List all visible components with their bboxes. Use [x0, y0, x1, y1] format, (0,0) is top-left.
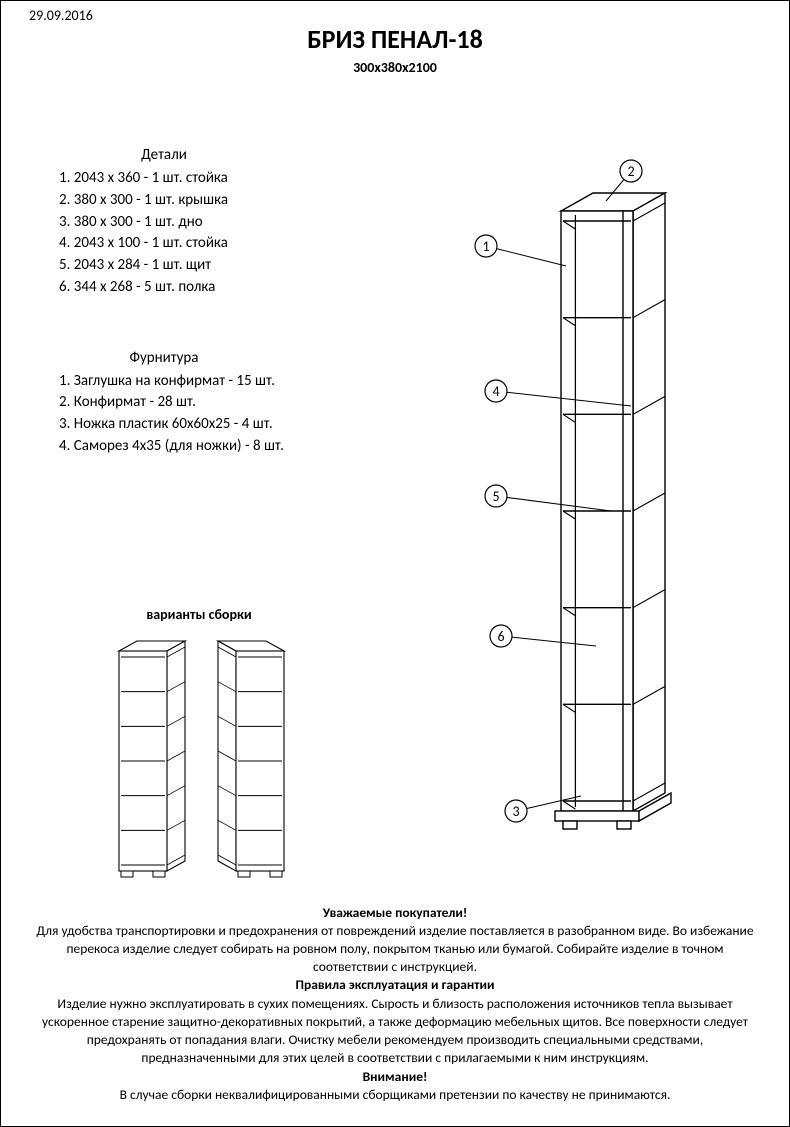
assembly-variants-diagram — [109, 636, 299, 886]
text-column: Детали 1. 2043 х 360 - 1 шт. стойка2. 38… — [59, 146, 379, 488]
svg-text:4: 4 — [492, 383, 499, 400]
hardware-list-item: 4. Саморез 4х35 (для ножки) - 8 шт. — [59, 436, 379, 458]
parts-list-item: 2. 380 х 300 - 1 шт. крышка — [59, 190, 379, 212]
hardware-list-item: 2. Конфирмат - 28 шт. — [59, 392, 379, 414]
footer-p1: Для удобства транспортировки и предохран… — [29, 922, 761, 977]
content-area: Детали 1. 2043 х 360 - 1 шт. стойка2. 38… — [29, 76, 761, 866]
footer-text: Уважаемые покупатели! Для удобства транс… — [29, 904, 761, 1104]
product-dimensions: 300х380х2100 — [29, 59, 761, 76]
footer-p2: Изделие нужно эксплуатировать в сухих по… — [29, 995, 761, 1068]
assembly-variants-label: варианты сборки — [89, 606, 309, 623]
footer-rules-heading: Правила эксплуатация и гарантии — [29, 976, 761, 994]
footer-p3: В случае сборки неквалифицированными сбо… — [29, 1086, 761, 1104]
parts-list-item: 6. 344 х 268 - 5 шт. полка — [59, 277, 379, 299]
hardware-list: 1. Заглушка на конфирмат - 15 шт.2. Конф… — [59, 371, 379, 458]
hardware-list-item: 1. Заглушка на конфирмат - 15 шт. — [59, 371, 379, 393]
svg-text:2: 2 — [627, 163, 634, 180]
footer-greeting: Уважаемые покупатели! — [29, 904, 761, 922]
main-shelf-diagram: 1 2 3 4 5 6 — [441, 156, 741, 876]
svg-text:5: 5 — [492, 488, 499, 505]
product-title: БРИЗ ПЕНАЛ-18 — [29, 23, 761, 55]
instruction-page: 29.09.2016 БРИЗ ПЕНАЛ-18 300х380х2100 Де… — [0, 0, 790, 1127]
parts-list-item: 5. 2043 х 284 - 1 шт. щит — [59, 255, 379, 277]
footer-warn-heading: Внимание! — [29, 1068, 761, 1086]
svg-text:3: 3 — [512, 803, 519, 820]
hardware-heading: Фурнитура — [59, 349, 269, 367]
parts-list-item: 3. 380 х 300 - 1 шт. дно — [59, 212, 379, 234]
parts-list-item: 4. 2043 х 100 - 1 шт. стойка — [59, 233, 379, 255]
hardware-list-item: 3. Ножка пластик 60х60х25 - 4 шт. — [59, 414, 379, 436]
parts-list: 1. 2043 х 360 - 1 шт. стойка2. 380 х 300… — [59, 168, 379, 299]
parts-list-item: 1. 2043 х 360 - 1 шт. стойка — [59, 168, 379, 190]
svg-text:6: 6 — [497, 628, 504, 645]
date-text: 29.09.2016 — [29, 7, 93, 24]
svg-text:1: 1 — [482, 238, 489, 255]
parts-heading: Детали — [59, 146, 269, 164]
